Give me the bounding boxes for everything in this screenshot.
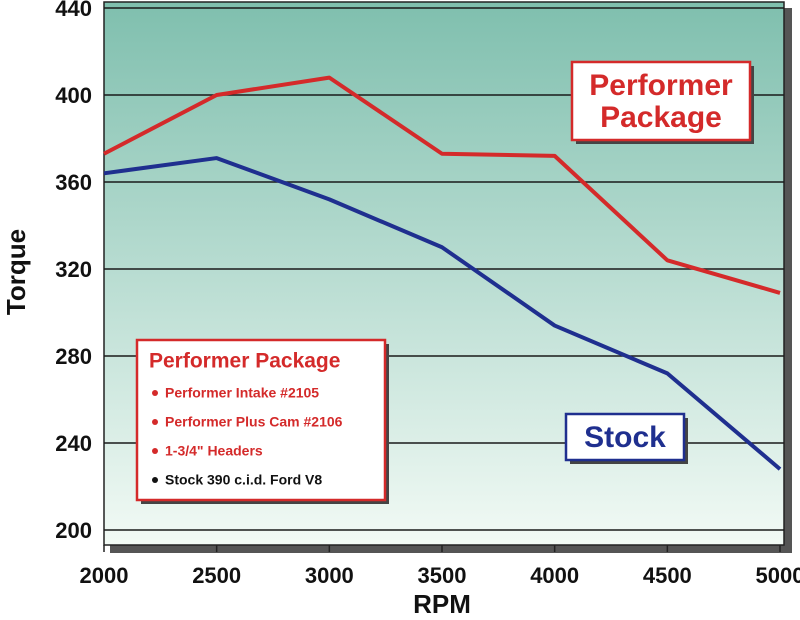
x-tick-label: 4500: [643, 563, 692, 588]
legend-item: Performer Plus Cam #2106: [165, 414, 343, 430]
y-tick-label: 400: [55, 83, 92, 108]
legend-bullet: [152, 419, 158, 425]
x-tick-label: 2000: [80, 563, 129, 588]
legend-item: Stock 390 c.i.d. Ford V8: [165, 472, 322, 488]
line-series: [103, 75, 781, 295]
legend-bullet: [152, 448, 158, 454]
y-tick-label: 360: [55, 170, 92, 195]
line-series: [103, 156, 782, 471]
legend-bullet: [152, 477, 158, 483]
y-tick-label: 200: [55, 518, 92, 543]
y-axis-title: Torque: [1, 229, 31, 315]
annotation-box: [564, 412, 686, 462]
annotation-box: [570, 60, 752, 142]
x-tick-label: 3500: [418, 563, 467, 588]
annotation-text: Stock: [584, 421, 666, 454]
y-tick-label: 320: [55, 257, 92, 282]
legend-item: Performer Intake #2105: [165, 385, 319, 401]
x-tick-label: 5000: [756, 563, 800, 588]
y-tick-label: 240: [55, 431, 92, 456]
x-axis-title: RPM: [413, 589, 471, 619]
annotation-text: Package: [600, 101, 722, 134]
legend-box: [135, 338, 387, 502]
legend-title: Performer Package: [149, 350, 340, 373]
legend-item: 1-3/4" Headers: [165, 443, 263, 459]
y-tick-label: 280: [55, 344, 92, 369]
y-tick-label: 440: [55, 0, 92, 21]
x-tick-label: 3000: [305, 563, 354, 588]
x-tick-label: 2500: [192, 563, 241, 588]
x-tick-label: 4000: [530, 563, 579, 588]
annotation-text: Performer: [589, 69, 733, 102]
legend-bullet: [152, 390, 158, 396]
